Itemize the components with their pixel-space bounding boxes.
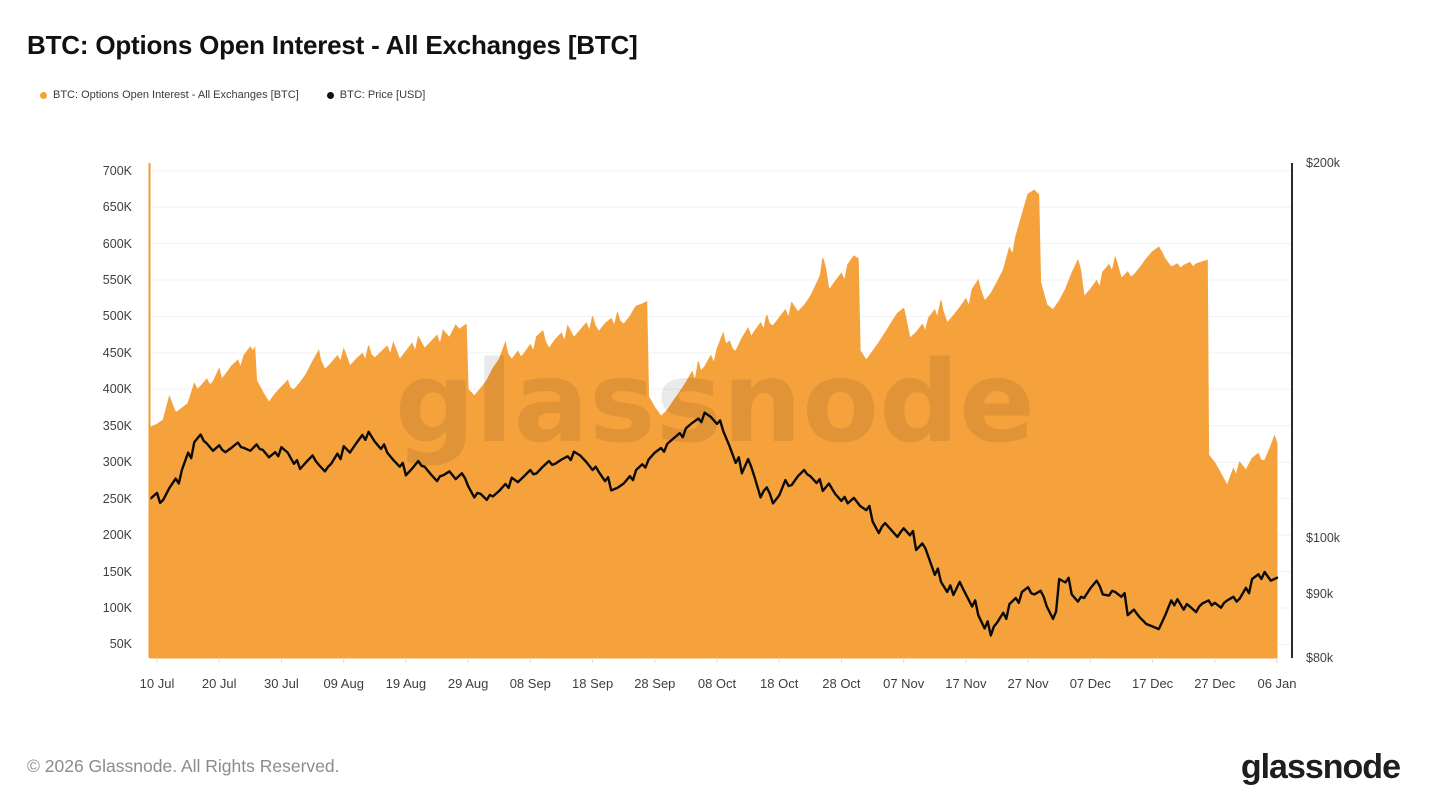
glassnode-logo[interactable]: glassnode [1240, 748, 1401, 786]
legend-item-open-interest[interactable]: BTC: Options Open Interest - All Exchang… [40, 89, 299, 101]
copyright-text: © 2026 Glassnode. All Rights Reserved. [27, 756, 340, 776]
price-line [149, 411, 1279, 637]
glassnode-watermark: glassnode [395, 338, 1035, 468]
legend-swatch-price-icon [326, 91, 334, 99]
page-title: BTC: Options Open Interest - All Exchang… [27, 30, 638, 60]
legend: BTC: Options Open Interest - All Exchang… [40, 89, 425, 101]
legend-label-price: BTC: Price [USD] [339, 89, 426, 101]
chart-canvas[interactable]: glassnode [0, 0, 1440, 740]
legend-label-open-interest: BTC: Options Open Interest - All Exchang… [53, 89, 299, 101]
legend-swatch-open-interest-icon [40, 91, 47, 99]
open-interest-area [150, 189, 1278, 659]
legend-item-price[interactable]: BTC: Price [USD] [326, 89, 426, 101]
